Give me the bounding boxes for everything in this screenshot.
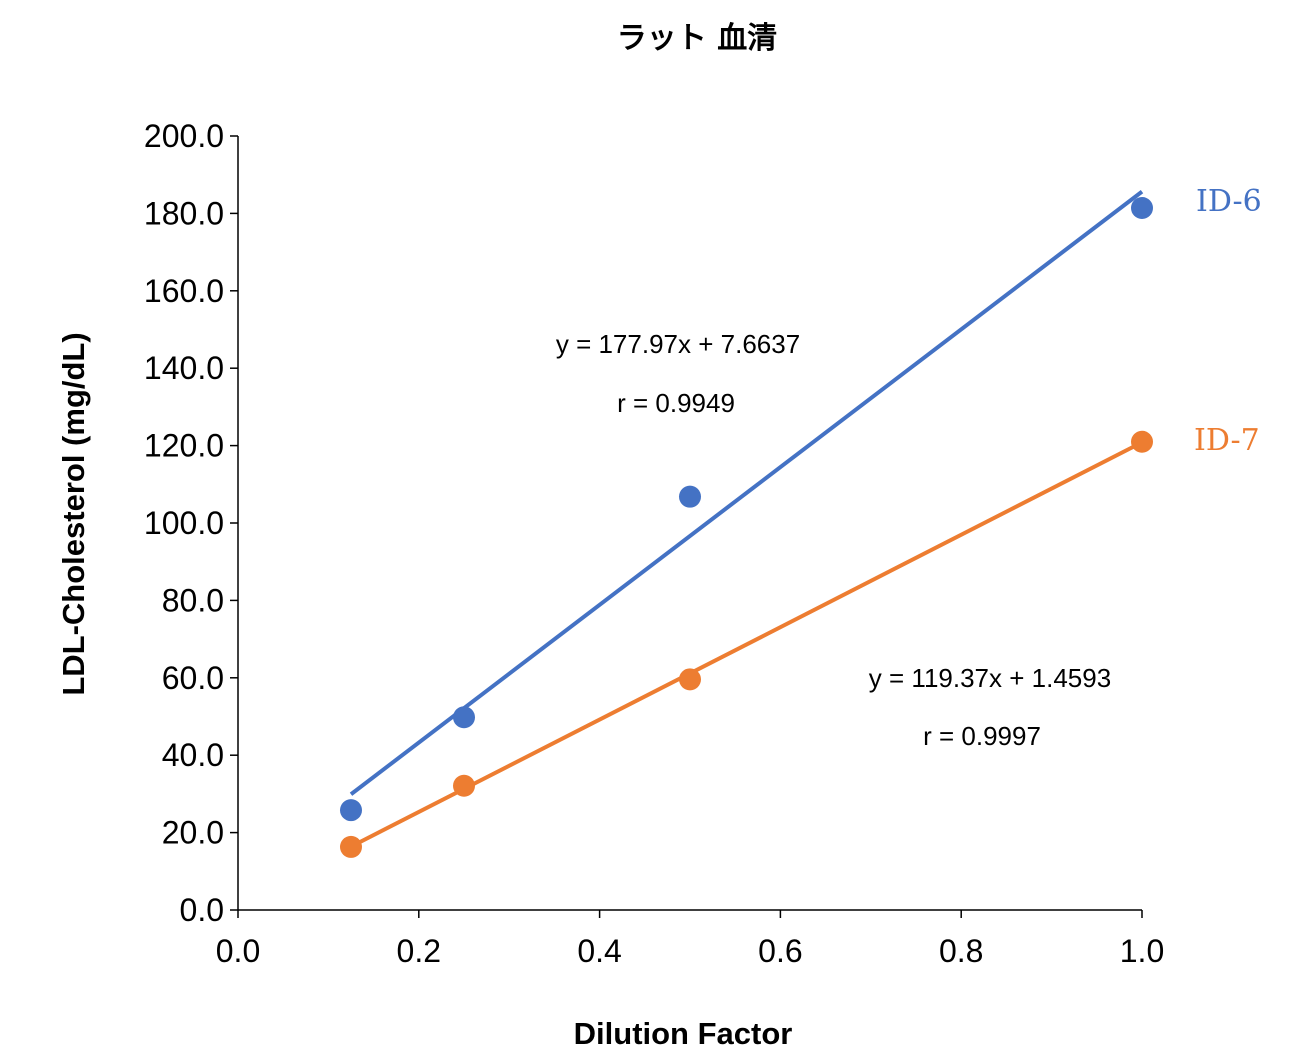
trendline-id6 (349, 190, 1144, 796)
y-tick-label: 60.0 (162, 660, 224, 696)
y-tick-label: 160.0 (144, 273, 224, 309)
y-tick-label: 80.0 (162, 582, 224, 618)
data-point-id6 (1131, 196, 1153, 219)
y-tick-label: 200.0 (144, 118, 224, 154)
y-axis-title: LDL-Cholesterol (mg/dL) (56, 332, 91, 695)
x-tick-label: 0.2 (397, 933, 441, 969)
chart-title: ラット 血清 (617, 21, 777, 56)
y-tick-label: 180.0 (144, 195, 224, 231)
id7-equation: y = 119.37x + 1.4593 (869, 663, 1111, 693)
x-tick-label: 0.8 (939, 933, 983, 969)
y-tick-label: 140.0 (144, 350, 224, 386)
id7-r-value: r = 0.9997 (923, 721, 1041, 751)
x-ticks: 0.0 0.2 0.4 0.6 0.8 1.0 (216, 910, 1164, 969)
data-point-id7 (679, 668, 701, 691)
y-tick-label: 40.0 (162, 737, 224, 773)
axes (237, 136, 1142, 911)
data-point-id6 (453, 706, 475, 729)
x-tick-label: 0.6 (758, 933, 802, 969)
id6-equation: y = 177.97x + 7.6637 (556, 329, 800, 359)
x-tick-label: 0.0 (216, 933, 260, 969)
x-axis-title: Dilution Factor (574, 1016, 793, 1050)
series-label-id7: ID-7 (1194, 423, 1260, 458)
data-point-id6 (679, 485, 701, 508)
data-point-id7 (1131, 430, 1153, 453)
series-label-id6: ID-6 (1196, 184, 1262, 219)
y-ticks: 0.0 20.0 40.0 60.0 80.0 100.0 120.0 140.0 160.0 1… (144, 118, 238, 928)
x-tick-label: 1.0 (1120, 933, 1164, 969)
y-tick-label: 120.0 (144, 428, 224, 464)
data-point-id7 (453, 774, 475, 797)
y-tick-label: 20.0 (162, 815, 224, 851)
data-points (340, 196, 1153, 858)
id6-r-value: r = 0.9949 (617, 388, 735, 418)
data-point-id6 (340, 799, 362, 822)
y-tick-label: 0.0 (180, 892, 224, 928)
data-point-id7 (340, 835, 362, 858)
trendline-id7 (350, 440, 1143, 849)
x-tick-label: 0.4 (577, 933, 621, 969)
y-tick-label: 100.0 (144, 505, 224, 541)
trendlines (349, 190, 1144, 849)
